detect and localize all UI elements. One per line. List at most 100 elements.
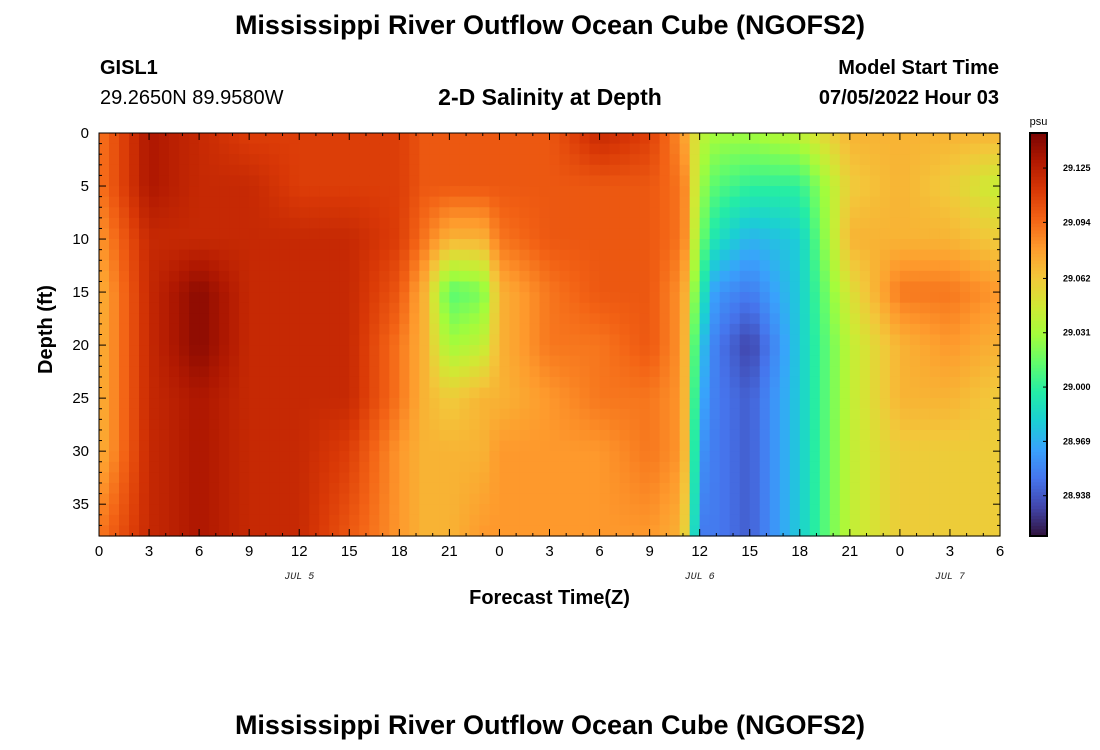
heatmap-cell	[799, 504, 811, 516]
heatmap-cell	[749, 175, 761, 187]
heatmap-cell	[969, 525, 981, 537]
heatmap-cell	[609, 292, 621, 304]
heatmap-cell	[529, 196, 541, 208]
heatmap-cell	[239, 281, 250, 293]
heatmap-cell	[589, 207, 601, 219]
heatmap-cell	[369, 207, 380, 219]
heatmap-cell	[229, 440, 240, 452]
heatmap-cell	[979, 482, 991, 495]
heatmap-cell	[849, 376, 861, 389]
heatmap-cell	[139, 482, 150, 495]
heatmap-cell	[849, 133, 861, 145]
heatmap-cell	[889, 472, 901, 484]
heatmap-cell	[839, 493, 851, 505]
heatmap-cell	[129, 472, 140, 484]
heatmap-cell	[599, 429, 611, 442]
heatmap-cell	[899, 440, 911, 452]
heatmap-cell	[979, 164, 991, 177]
heatmap-cell	[349, 419, 360, 431]
heatmap-cell	[369, 461, 380, 473]
heatmap-cell	[769, 419, 781, 431]
heatmap-cell	[949, 376, 961, 389]
heatmap-cell	[199, 260, 210, 272]
heatmap-cell	[579, 334, 591, 346]
heatmap-cell	[629, 514, 641, 526]
heatmap-cell	[209, 493, 220, 505]
heatmap-cell	[939, 504, 951, 516]
heatmap-cell	[279, 133, 290, 145]
heatmap-cell	[739, 143, 751, 155]
heatmap-cell	[989, 196, 1001, 208]
heatmap-cell	[899, 281, 911, 293]
heatmap-cell	[719, 387, 731, 399]
heatmap-cell	[899, 366, 911, 378]
heatmap-cell	[539, 133, 551, 145]
colorbar-unit: psu	[1030, 116, 1048, 128]
heatmap-cell	[709, 228, 721, 240]
heatmap-cell	[799, 270, 811, 283]
heatmap-cell	[689, 482, 701, 495]
heatmap-cell	[639, 398, 651, 410]
heatmap-cell	[679, 217, 691, 230]
heatmap-cell	[439, 408, 450, 420]
heatmap-cell	[129, 355, 140, 367]
heatmap-cell	[329, 493, 340, 505]
heatmap-cell	[379, 313, 390, 325]
heatmap-cell	[919, 302, 931, 314]
heatmap-cell	[169, 472, 180, 484]
heatmap-cell	[669, 376, 681, 389]
heatmap-cell	[929, 355, 941, 367]
heatmap-cell	[449, 451, 460, 463]
heatmap-cell	[219, 408, 230, 420]
heatmap-cell	[449, 398, 460, 410]
heatmap-cell	[709, 504, 721, 516]
heatmap-cell	[219, 323, 230, 336]
heatmap-cell	[269, 461, 280, 473]
heatmap-cell	[109, 239, 120, 251]
heatmap-cell	[289, 504, 300, 516]
heatmap-cell	[379, 154, 390, 166]
heatmap-cell	[849, 270, 861, 283]
heatmap-cell	[719, 376, 731, 389]
heatmap-cell	[389, 249, 400, 261]
heatmap-cell	[299, 451, 310, 463]
heatmap-cell	[799, 398, 811, 410]
heatmap-cell	[899, 387, 911, 399]
heatmap-cell	[429, 334, 440, 346]
heatmap-cell	[769, 281, 781, 293]
heatmap-cell	[279, 461, 290, 473]
heatmap-cell	[729, 260, 741, 272]
heatmap-cell	[199, 323, 210, 336]
heatmap-cell	[469, 429, 481, 442]
heatmap-cell	[479, 366, 491, 378]
heatmap-cell	[899, 196, 911, 208]
heatmap-cell	[469, 143, 481, 155]
heatmap-cell	[499, 292, 511, 304]
heatmap-cell	[439, 239, 450, 251]
heatmap-cell	[689, 270, 701, 283]
heatmap-cell	[429, 514, 440, 526]
heatmap-cell	[129, 398, 140, 410]
heatmap-cell	[189, 228, 200, 240]
heatmap-cell	[699, 398, 711, 410]
heatmap-cell	[479, 143, 491, 155]
heatmap-cell	[579, 387, 591, 399]
heatmap-cell	[809, 239, 821, 251]
heatmap-cell	[579, 249, 591, 261]
colorbar-segment	[1030, 267, 1047, 272]
heatmap-cell	[149, 451, 160, 463]
heatmap-cell	[639, 408, 651, 420]
heatmap-cell	[409, 270, 420, 283]
colorbar-segment	[1030, 475, 1047, 480]
heatmap-cell	[279, 419, 290, 431]
heatmap-cell	[399, 504, 410, 516]
heatmap-cell	[309, 270, 320, 283]
heatmap-cell	[859, 493, 871, 505]
heatmap-cell	[469, 281, 481, 293]
heatmap-cell	[639, 451, 651, 463]
heatmap-cell	[569, 239, 581, 251]
heatmap-cell	[419, 239, 430, 251]
heatmap-cell	[919, 270, 931, 283]
heatmap-cell	[349, 302, 360, 314]
heatmap-cell	[609, 323, 621, 336]
